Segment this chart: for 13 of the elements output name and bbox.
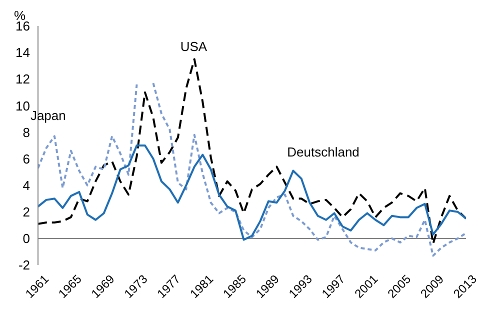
y-tick-label: 4 xyxy=(22,178,30,193)
line-series xyxy=(38,144,466,241)
y-tick-label: 12 xyxy=(16,72,30,87)
y-tick-label: 0 xyxy=(22,231,30,246)
y-tick-label: -2 xyxy=(18,258,30,273)
y-tick-label: 6 xyxy=(22,151,30,166)
series-label: Deutschland xyxy=(287,144,360,160)
y-tick-label: 10 xyxy=(16,98,30,114)
series-label: Japan xyxy=(30,108,66,124)
y-tick-label: 14 xyxy=(16,45,30,60)
y-tick-label: 2 xyxy=(22,204,30,220)
y-tick-label: 8 xyxy=(22,124,30,140)
series-label: USA xyxy=(180,39,208,54)
